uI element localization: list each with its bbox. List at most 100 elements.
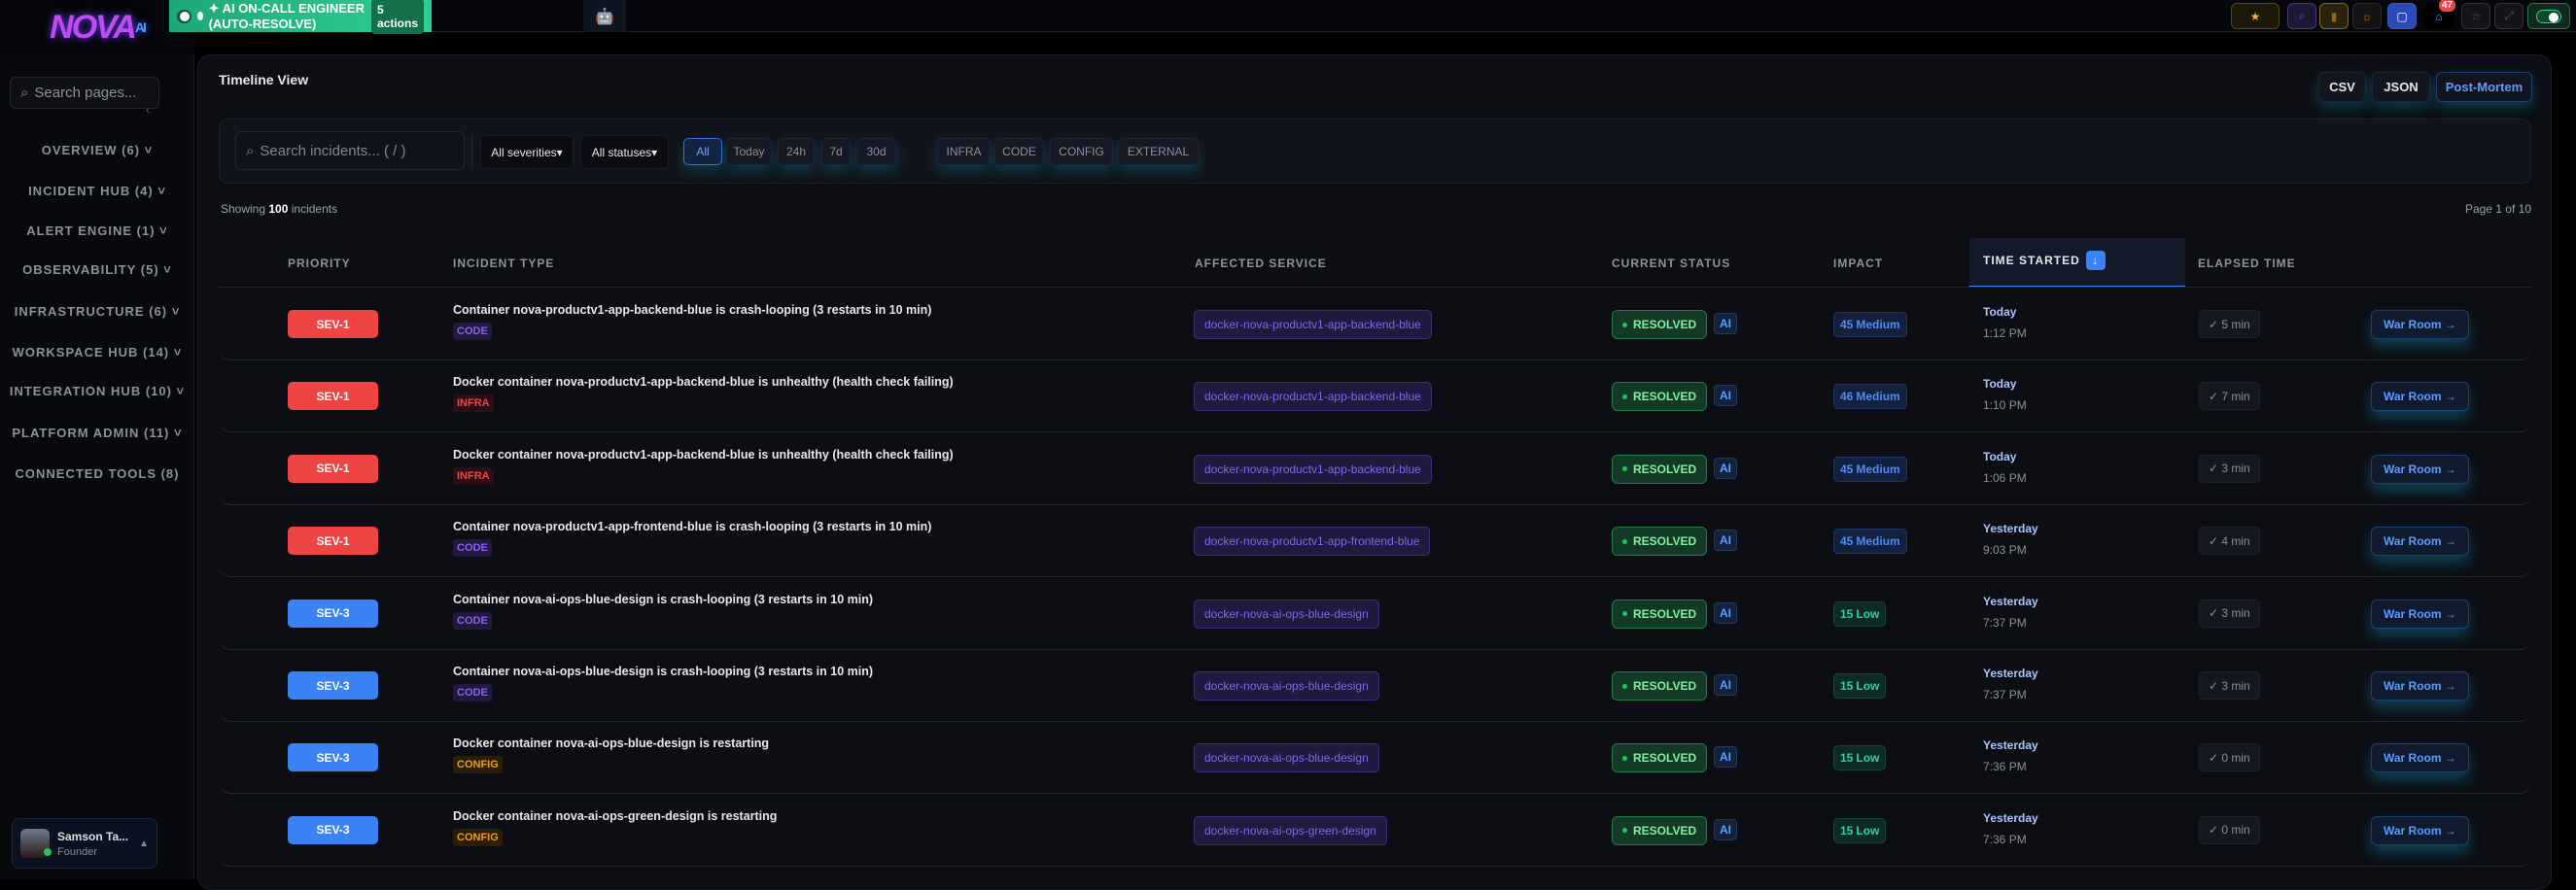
- status-badge: RESOLVED: [1612, 454, 1708, 484]
- war-room-button[interactable]: War Room →: [2371, 382, 2469, 412]
- caret-up-icon: ▲: [139, 838, 149, 849]
- war-room-button[interactable]: War Room →: [2371, 671, 2469, 701]
- war-room-button[interactable]: War Room →: [2371, 310, 2469, 339]
- favorites-button[interactable]: ★: [2231, 3, 2280, 29]
- war-room-button[interactable]: War Room →: [2371, 815, 2469, 845]
- status-label: RESOLVED: [1633, 823, 1697, 838]
- ai-resolved-badge: AI: [1714, 313, 1737, 334]
- incident-title[interactable]: Docker container nova-productv1-app-back…: [453, 375, 954, 390]
- col-priority[interactable]: PRIORITY: [288, 257, 351, 270]
- auto-resolve-toggle[interactable]: [177, 9, 192, 23]
- time-range-today[interactable]: Today: [726, 138, 772, 165]
- priority-badge: SEV-3: [288, 815, 378, 844]
- theme-sun-button[interactable]: ☼: [2352, 3, 2382, 29]
- category-filter-config[interactable]: CONFIG: [1050, 138, 1113, 165]
- category-tag: INFRA: [453, 466, 494, 485]
- service-tag[interactable]: docker-nova-productv1-app-backend-blue: [1194, 310, 1432, 339]
- col-elapsed-time[interactable]: ELAPSED TIME: [2198, 257, 2296, 270]
- impact-badge: 45 Medium: [1833, 312, 1907, 337]
- export-json-button[interactable]: JSON: [2372, 72, 2430, 102]
- col-time-started[interactable]: TIME STARTED ↓: [1983, 251, 2106, 270]
- incident-title[interactable]: Container nova-productv1-app-backend-blu…: [453, 303, 932, 317]
- col-incident-type[interactable]: INCIDENT TYPE: [453, 257, 555, 270]
- col-impact[interactable]: IMPACT: [1833, 257, 1884, 270]
- category-tag: CODE: [453, 539, 492, 558]
- status-label: RESOLVED: [1633, 606, 1697, 621]
- incident-title[interactable]: Docker container nova-ai-ops-green-desig…: [453, 808, 778, 823]
- time-range-7d[interactable]: 7d: [821, 138, 851, 165]
- sidebar-item-alert-engine[interactable]: ALERT ENGINE (1) ˅: [26, 223, 168, 238]
- favorite-page-button[interactable]: ☆: [2461, 3, 2490, 29]
- table-row[interactable]: SEV-3 Container nova-ai-ops-blue-design i…: [219, 578, 2531, 650]
- time-range-24h[interactable]: 24h: [778, 138, 815, 165]
- service-tag[interactable]: docker-nova-ai-ops-green-design: [1194, 815, 1387, 845]
- service-tag[interactable]: docker-nova-ai-ops-blue-design: [1194, 599, 1379, 629]
- table-row[interactable]: SEV-3 Docker container nova-ai-ops-blue-d…: [219, 722, 2531, 795]
- war-room-button[interactable]: War Room →: [2371, 527, 2469, 557]
- notifications-button[interactable]: ⌂ 47: [2424, 0, 2455, 29]
- bookmark-button[interactable]: ▮: [2319, 3, 2349, 29]
- sidebar-item-connected-tools[interactable]: CONNECTED TOOLS (8): [15, 466, 180, 481]
- category-filter-external[interactable]: EXTERNAL: [1118, 138, 1199, 165]
- table-row[interactable]: SEV-1 Container nova-productv1-app-fronte…: [219, 505, 2531, 578]
- nova-logo[interactable]: NOVA AI: [0, 0, 194, 54]
- sidebar-item-observability[interactable]: OBSERVABILITY (5) ˅: [22, 262, 172, 277]
- table-row[interactable]: SEV-1 Container nova-productv1-app-backen…: [219, 289, 2531, 360]
- severity-select[interactable]: All severities ▾: [480, 135, 574, 169]
- chat-button[interactable]: ▢: [2387, 3, 2417, 29]
- impact-label: Low: [1856, 606, 1880, 621]
- actions-count-badge[interactable]: 5 actions: [370, 0, 424, 34]
- incident-search-input[interactable]: ⌕ Search incidents... ( / ): [235, 131, 465, 170]
- star-outline-icon: ☆: [2470, 9, 2482, 23]
- table-row[interactable]: SEV-1 Docker container nova-productv1-app…: [219, 433, 2531, 505]
- impact-badge: 45 Medium: [1833, 456, 1907, 482]
- sidebar-item-workspace-hub[interactable]: WORKSPACE HUB (14) ˅: [12, 345, 183, 359]
- category-filter-code[interactable]: CODE: [994, 138, 1044, 165]
- category-filter-infra[interactable]: INFRA: [937, 138, 991, 165]
- incident-title[interactable]: Container nova-productv1-app-frontend-bl…: [453, 520, 932, 534]
- impact-badge: 15 Low: [1833, 673, 1887, 699]
- user-profile-menu[interactable]: Samson Ta... Founder ▲: [12, 818, 157, 869]
- search-button[interactable]: ⌕: [2287, 3, 2316, 29]
- col-affected-service[interactable]: AFFECTED SERVICE: [1195, 257, 1327, 270]
- table-row[interactable]: SEV-3 Docker container nova-ai-ops-green-…: [219, 795, 2531, 867]
- collapse-sidebar-icon[interactable]: ‹: [146, 103, 150, 117]
- theme-toggle[interactable]: [2527, 3, 2570, 29]
- page-search-input[interactable]: ⌕ Search pages...: [10, 77, 159, 109]
- export-csv-button[interactable]: CSV: [2318, 72, 2366, 102]
- incident-title[interactable]: Docker container nova-productv1-app-back…: [453, 447, 954, 462]
- sort-desc-icon[interactable]: ↓: [2085, 251, 2106, 270]
- service-tag[interactable]: docker-nova-productv1-app-backend-blue: [1194, 454, 1432, 484]
- post-mortem-button[interactable]: Post-Mortem: [2436, 72, 2532, 102]
- war-room-button[interactable]: War Room →: [2371, 743, 2469, 773]
- service-tag[interactable]: docker-nova-ai-ops-blue-design: [1194, 743, 1379, 773]
- priority-badge: SEV-3: [288, 671, 378, 700]
- sidebar-item-incident-hub[interactable]: INCIDENT HUB (4) ˅: [28, 184, 166, 198]
- fullscreen-button[interactable]: ⤢: [2494, 3, 2524, 29]
- incident-title[interactable]: Docker container nova-ai-ops-blue-design…: [453, 736, 770, 751]
- war-room-button[interactable]: War Room →: [2371, 454, 2469, 484]
- incident-title[interactable]: Container nova-ai-ops-blue-design is cra…: [453, 665, 874, 678]
- service-tag[interactable]: docker-nova-ai-ops-blue-design: [1194, 671, 1379, 701]
- time-range-30d[interactable]: 30d: [856, 138, 896, 165]
- col-current-status[interactable]: CURRENT STATUS: [1612, 257, 1731, 270]
- service-tag[interactable]: docker-nova-productv1-app-backend-blue: [1194, 382, 1432, 412]
- notification-icon: ⌂: [2435, 9, 2443, 23]
- incident-title[interactable]: Container nova-ai-ops-blue-design is cra…: [453, 592, 874, 606]
- table-row[interactable]: SEV-1 Docker container nova-productv1-app…: [219, 360, 2531, 433]
- ai-resolved-badge: AI: [1714, 674, 1737, 696]
- service-tag[interactable]: docker-nova-productv1-app-frontend-blue: [1194, 527, 1431, 557]
- start-time: 7:36 PM: [1983, 832, 2027, 846]
- elapsed-time-badge: ✓ 7 min: [2199, 382, 2260, 411]
- status-dot-icon: [197, 12, 203, 20]
- sidebar-item-integration-hub[interactable]: INTEGRATION HUB (10) ˅: [9, 384, 186, 398]
- status-select[interactable]: All statuses ▾: [580, 135, 669, 169]
- sidebar-item-overview[interactable]: OVERVIEW (6) ˅: [41, 143, 154, 157]
- time-range-all[interactable]: All: [683, 138, 722, 165]
- sidebar-item-platform-admin[interactable]: PLATFORM ADMIN (11) ˅: [12, 426, 183, 440]
- war-room-button[interactable]: War Room →: [2371, 599, 2469, 629]
- sidebar-item-infrastructure[interactable]: INFRASTRUCTURE (6) ˅: [14, 304, 181, 319]
- ai-oncall-banner[interactable]: ✦ AI ON-CALL ENGINEER (AUTO-RESOLVE) 5 a…: [169, 0, 432, 34]
- table-row[interactable]: SEV-3 Container nova-ai-ops-blue-design i…: [219, 650, 2531, 722]
- robot-assistant-icon[interactable]: 🤖: [583, 0, 626, 32]
